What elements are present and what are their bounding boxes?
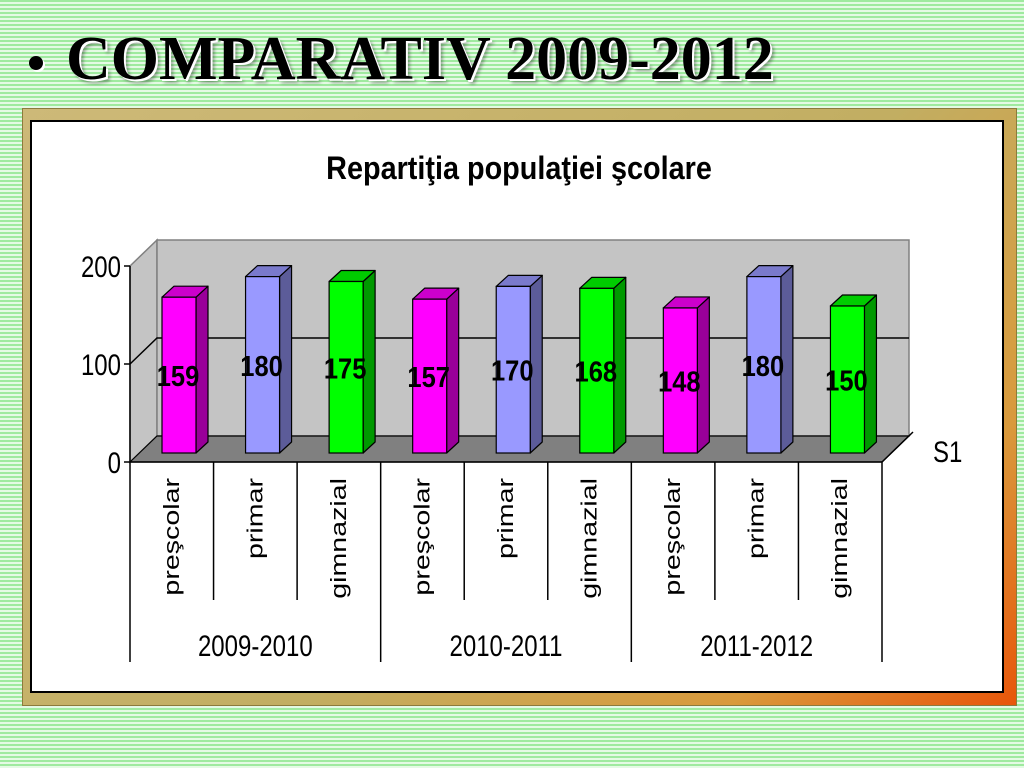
slide-title: COMPARATIV 2009-2012 bbox=[66, 25, 774, 93]
bullet-icon bbox=[29, 56, 43, 70]
chart-frame bbox=[22, 108, 1017, 706]
chart-area bbox=[30, 120, 1004, 693]
